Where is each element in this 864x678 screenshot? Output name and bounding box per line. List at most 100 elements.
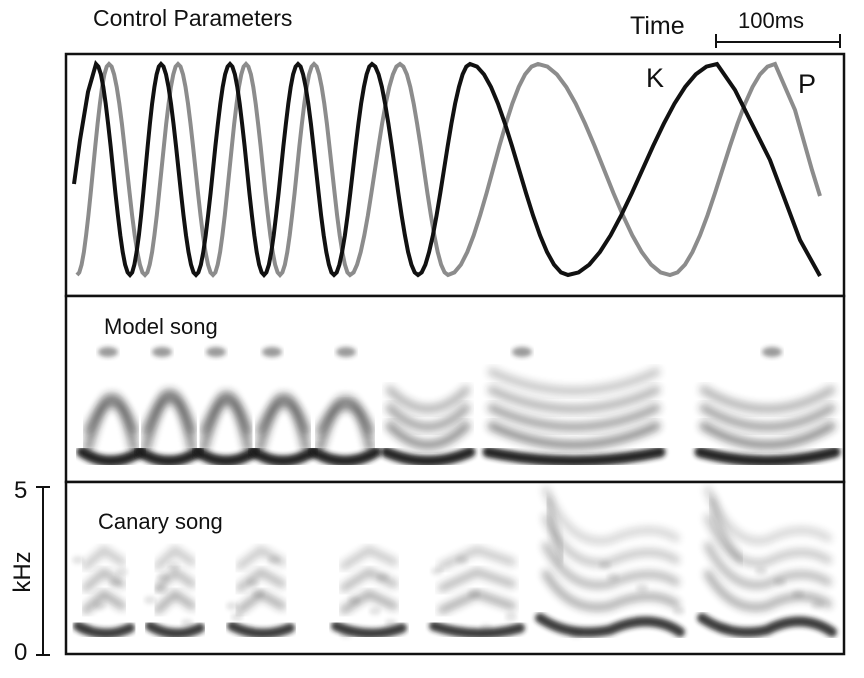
model-syllable-harmonic [487, 385, 661, 414]
model-syllable-harmonic [487, 367, 661, 396]
figure-title: Control Parameters [93, 5, 292, 31]
control-panel-frame [64, 52, 846, 298]
model-spectrogram [76, 347, 841, 467]
canary-noise [231, 613, 243, 621]
model-syllable-harmonic [385, 421, 471, 450]
model-syllable-harmonic [487, 403, 661, 432]
canary-noise [369, 607, 381, 615]
canary-syllable-harmonic [236, 567, 286, 592]
frequency-axis-label: kHz [9, 551, 36, 592]
model-high-note [512, 347, 532, 357]
model-syllable-fundamental [76, 446, 146, 467]
model-syllable-harmonic [83, 399, 139, 435]
time-scale-bar [715, 34, 841, 48]
model-syllable-harmonic [699, 403, 836, 432]
canary-syllable-fundamental [429, 621, 525, 639]
canary-song-label: Canary song [98, 509, 223, 534]
canary-noise [673, 607, 685, 615]
canary-noise [72, 556, 84, 564]
model-syllable-fundamental [134, 446, 204, 467]
canary-high-trace [708, 496, 744, 564]
model-syllable-fundamental [248, 446, 318, 467]
canary-syllable-fundamental [331, 621, 407, 639]
control-parameters-panel: K P [64, 52, 846, 298]
canary-noise [348, 596, 360, 604]
model-syllable-harmonic [315, 402, 375, 435]
canary-spectrogram [72, 486, 837, 639]
canary-noise [116, 568, 128, 576]
canary-song-panel: Canary song [64, 480, 846, 656]
canary-noise [157, 573, 169, 581]
canary-noise [268, 556, 280, 564]
canary-noise [181, 619, 193, 627]
model-high-note [336, 347, 356, 357]
canary-noise [79, 625, 91, 633]
canary-noise [385, 619, 397, 627]
model-syllable-fundamental [380, 446, 476, 467]
frequency-max-label: 5 [14, 477, 27, 504]
model-syllable-harmonic [699, 421, 836, 450]
canary-noise [468, 590, 480, 598]
model-high-note [762, 347, 782, 357]
canary-noise [431, 567, 443, 575]
canary-noise [636, 584, 648, 592]
model-syllable-harmonic [141, 395, 197, 435]
canary-syllable-harmonic [154, 588, 196, 614]
canary-syllable-harmonic [154, 566, 196, 592]
canary-syllable-harmonic [438, 567, 516, 592]
frequency-axis: 5 0 kHz [9, 477, 50, 666]
canary-noise [155, 585, 167, 593]
model-syllable-harmonic [699, 385, 836, 414]
canary-noise [811, 601, 823, 609]
canary-syllable-fundamental [535, 613, 685, 638]
canary-noise [774, 578, 786, 586]
canary-syllable-harmonic [542, 570, 680, 612]
model-syllable-fundamental [482, 446, 666, 467]
canary-noise [252, 590, 264, 598]
curve-p [75, 61, 822, 278]
canary-noise [718, 624, 730, 632]
canary-syllable-harmonic [340, 589, 398, 614]
time-label: Time [630, 12, 685, 40]
canary-syllable-harmonic [704, 514, 832, 567]
canary-syllable-harmonic [340, 545, 398, 570]
canary-syllable-harmonic [704, 486, 832, 545]
canary-syllable-harmonic [542, 486, 680, 545]
canary-noise [480, 624, 492, 632]
model-syllable-harmonic [199, 397, 253, 435]
model-song-panel: Model song [64, 294, 846, 484]
frequency-min-label: 0 [14, 639, 27, 666]
canary-syllable-harmonic [82, 544, 126, 570]
canary-syllable-fundamental [145, 621, 205, 639]
model-high-note [98, 347, 118, 357]
canary-noise [109, 579, 121, 587]
canary-noise [247, 579, 259, 587]
canary-high-trace [544, 496, 566, 564]
scale-bar-label: 100ms [738, 8, 804, 33]
canary-syllable-harmonic [82, 588, 126, 614]
canary-noise [340, 630, 352, 638]
model-high-note [152, 347, 172, 357]
canary-syllable-harmonic [438, 545, 516, 570]
model-high-note [206, 347, 226, 357]
canary-syllable-fundamental [227, 621, 295, 639]
canary-syllable-harmonic [704, 542, 832, 590]
canary-syllable-harmonic [542, 542, 680, 590]
canary-noise [792, 590, 804, 598]
curve-k-label: K [646, 63, 664, 93]
canary-noise [505, 613, 517, 621]
model-song-label: Model song [104, 314, 218, 339]
model-syllable-harmonic [487, 421, 661, 450]
canary-syllable-harmonic [704, 570, 832, 612]
canary-noise [755, 567, 767, 575]
model-syllable-harmonic [385, 385, 471, 414]
canary-noise [377, 573, 389, 581]
model-syllable-fundamental [308, 446, 382, 467]
canary-noise [456, 556, 468, 564]
canary-noise [94, 602, 106, 610]
model-syllable-harmonic [255, 399, 311, 435]
canary-noise [144, 596, 156, 604]
model-high-note [262, 347, 282, 357]
canary-noise [570, 630, 582, 638]
canary-noise [607, 573, 619, 581]
